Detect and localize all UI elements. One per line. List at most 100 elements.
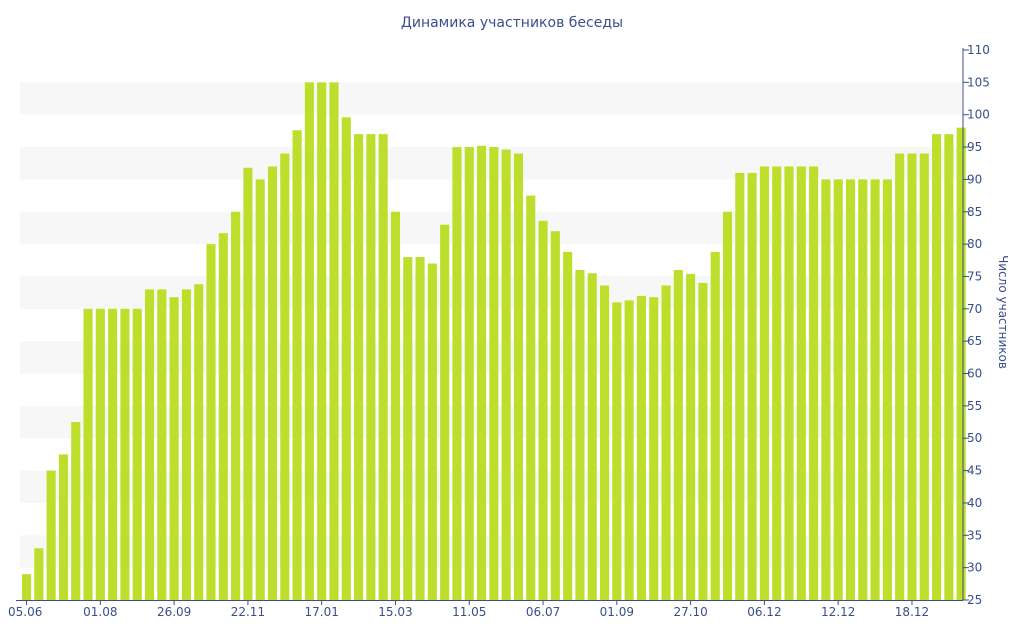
y-tick-label: 95 <box>967 140 982 154</box>
y-tick-label: 100 <box>967 108 990 122</box>
bar <box>267 166 278 600</box>
bar <box>440 224 450 600</box>
x-tick-label: 17.01 <box>305 605 339 619</box>
x-tick-label: 12.12 <box>821 605 855 619</box>
bar <box>22 574 32 600</box>
bar <box>575 270 585 600</box>
bar <box>194 284 204 600</box>
bar <box>833 179 843 600</box>
bar <box>280 153 290 600</box>
bar <box>686 273 696 600</box>
bar <box>489 147 499 600</box>
bar <box>218 233 228 600</box>
y-tick-label: 45 <box>967 464 982 478</box>
bar <box>599 285 610 600</box>
y-tick-label: 105 <box>967 75 990 89</box>
bar <box>956 127 966 601</box>
bar <box>292 130 302 601</box>
y-tick-label: 60 <box>967 367 982 381</box>
bar <box>870 179 880 600</box>
bar <box>34 548 44 600</box>
bar <box>157 289 167 600</box>
bar <box>526 195 536 600</box>
y-tick-label: 30 <box>967 561 982 575</box>
bar <box>809 166 819 600</box>
y-tick-label: 50 <box>967 431 982 445</box>
bar <box>661 285 671 600</box>
bar <box>735 172 745 600</box>
bar <box>649 297 659 600</box>
chart-title: Динамика участников беседы <box>401 15 623 31</box>
bar <box>354 134 364 600</box>
x-tick-label: 01.08 <box>83 605 117 619</box>
y-tick-label: 40 <box>967 496 982 510</box>
bar <box>845 179 856 600</box>
y-tick-label: 25 <box>967 593 982 607</box>
bar <box>403 257 413 600</box>
bar <box>550 231 560 600</box>
bar <box>759 166 769 600</box>
bar <box>722 211 733 600</box>
bar <box>698 282 708 600</box>
bar <box>132 308 142 600</box>
x-axis: 05.06 01.08 26.09 22.11 17.01 15.03 11.05 06.07… <box>8 600 963 619</box>
bar <box>415 257 425 600</box>
bar <box>772 166 782 600</box>
x-tick-label: 27.10 <box>673 605 707 619</box>
bar <box>907 153 917 600</box>
bar <box>304 82 314 601</box>
bar <box>513 153 524 600</box>
bar <box>612 302 622 600</box>
bar <box>58 454 68 600</box>
bar <box>427 263 437 600</box>
y-tick-label: 90 <box>967 172 982 186</box>
bar-series <box>22 82 966 601</box>
bar <box>624 300 634 600</box>
bar <box>329 82 339 601</box>
bar <box>944 134 954 600</box>
bar <box>587 273 597 600</box>
bar <box>169 297 179 600</box>
bar <box>378 134 388 600</box>
x-tick-label: 18.12 <box>895 605 929 619</box>
bar <box>83 308 93 600</box>
x-tick-label: 22.11 <box>231 605 265 619</box>
y-tick-label: 85 <box>967 205 982 219</box>
bar <box>784 166 794 600</box>
bar <box>477 145 487 600</box>
y-axis-label: Число участников <box>996 255 1010 369</box>
bar <box>108 308 118 600</box>
y-tick-label: 65 <box>967 334 982 348</box>
bar <box>181 289 191 600</box>
bar <box>71 422 81 600</box>
bar <box>46 470 56 600</box>
bar <box>673 270 683 600</box>
bar <box>501 149 511 600</box>
bar <box>919 153 929 600</box>
bar <box>452 147 462 600</box>
x-tick-label: 01.09 <box>600 605 634 619</box>
bar <box>206 244 216 600</box>
y-tick-label: 80 <box>967 237 982 251</box>
bar <box>538 220 548 600</box>
y-axis: 25 30 35 40 45 50 55 60 65 70 75 80 85 90 95 100 105 110 <box>962 43 990 607</box>
bar <box>563 251 573 600</box>
y-tick-label: 55 <box>967 399 982 413</box>
x-tick-label: 11.05 <box>452 605 486 619</box>
bar <box>882 179 892 600</box>
bar <box>231 211 241 600</box>
bar <box>243 167 253 600</box>
bar <box>366 134 376 600</box>
bar <box>858 179 868 600</box>
y-tick-label: 75 <box>967 269 982 283</box>
bar <box>710 251 720 600</box>
x-tick-label: 06.07 <box>526 605 560 619</box>
bar <box>747 172 757 600</box>
y-tick-label: 110 <box>967 43 990 57</box>
x-tick-label: 05.06 <box>8 605 42 619</box>
y-tick-label: 35 <box>967 528 982 542</box>
bar <box>317 82 327 601</box>
bar <box>464 147 474 600</box>
bar <box>255 179 265 600</box>
